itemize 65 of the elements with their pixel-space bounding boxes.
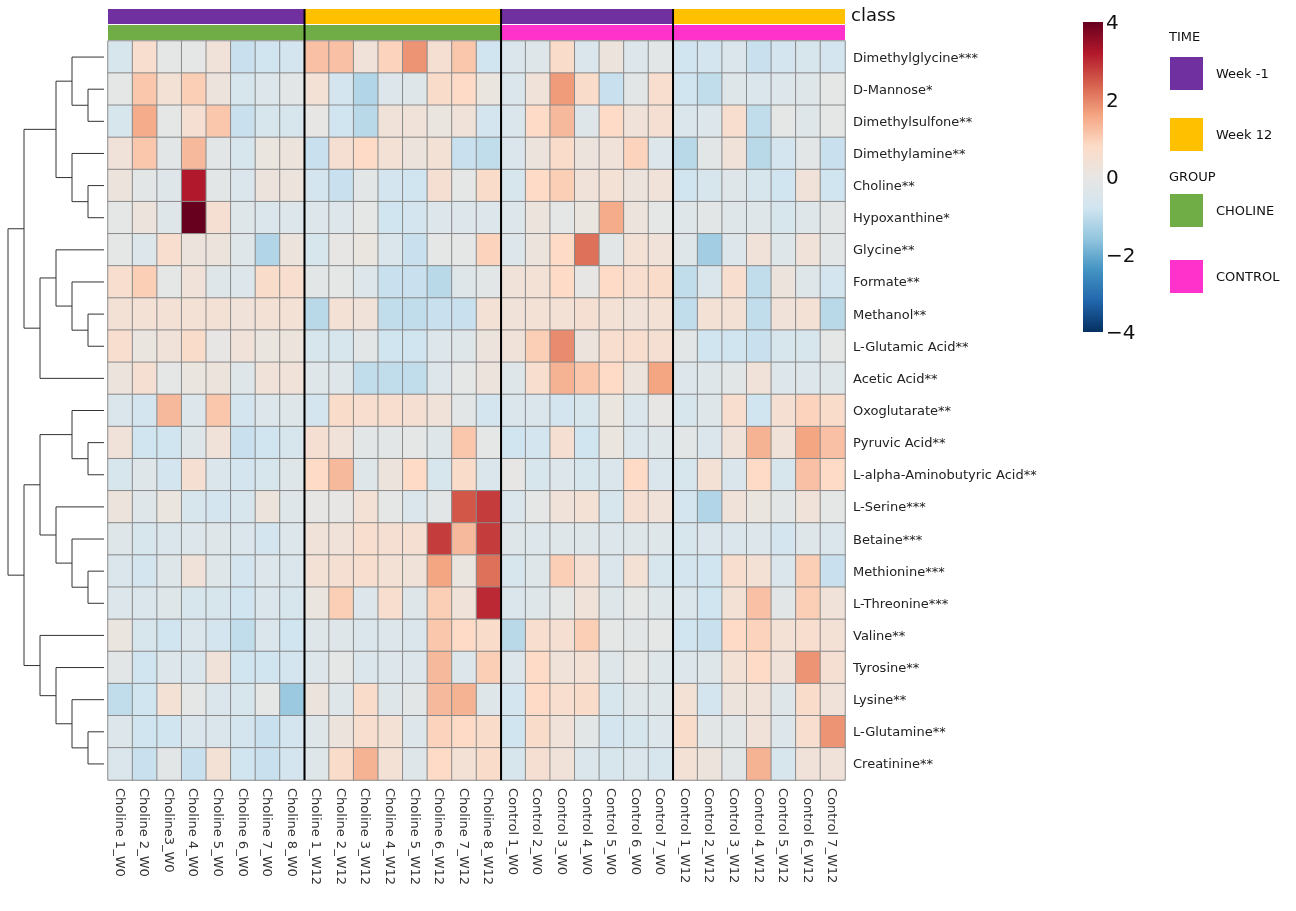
x-tick-label: Choline 5_W0	[211, 788, 227, 877]
text: Week -1	[1216, 65, 1269, 81]
x-tick-label: Control 7_W0	[653, 788, 669, 876]
y-tick-label: Oxoglutarate**	[853, 403, 952, 418]
y-tick-label: D-Mannose*	[853, 81, 934, 97]
text: Week 12	[1216, 126, 1273, 142]
y-tick-label: Hypoxanthine*	[853, 210, 951, 226]
x-tick-label: Choline 2_W12	[333, 788, 349, 886]
y-tick-label: Dimethylsulfone**	[853, 113, 973, 129]
color-bar-label: 0	[1106, 165, 1119, 189]
y-tick-label: L-Serine***	[853, 499, 927, 515]
color-bar-label: −2	[1106, 242, 1136, 267]
x-tick-label: Choline 1_W12	[309, 788, 325, 886]
x-tick-label: Control 6_W12	[800, 788, 816, 884]
x-tick-label: Control 3_W0	[554, 788, 570, 876]
y-tick-label: Tyrosine**	[852, 660, 920, 676]
x-tick-label: Control 2_W0	[530, 788, 546, 876]
x-tick-label: Choline 7_W12	[456, 788, 472, 886]
y-tick-label: Choline**	[853, 178, 916, 194]
x-tick-label: Control 6_W0	[628, 788, 644, 876]
x-tick-label: Choline 6_W12	[432, 788, 448, 886]
y-tick-label: Dimethylglycine***	[853, 49, 979, 65]
x-tick-label: Choline 5_W12	[407, 788, 423, 886]
y-tick-label: L-Threonine***	[853, 595, 949, 611]
text: GROUP	[1169, 169, 1216, 184]
x-tick-label: Control 2_W12	[702, 788, 718, 884]
x-tick-label: Control 5_W12	[776, 788, 792, 884]
x-tick-label: Choline 8_W0	[284, 788, 300, 877]
y-tick-label: Methanol**	[853, 306, 927, 322]
text: TIME	[1168, 29, 1201, 44]
x-tick-label: Control 1_W12	[677, 788, 693, 884]
y-tick-label: Acetic Acid**	[853, 370, 938, 386]
y-tick-label: Lysine**	[853, 692, 907, 708]
y-tick-label: L-Glutamic Acid**	[853, 338, 969, 354]
x-tick-label: Choline 4_W0	[186, 788, 202, 877]
y-tick-label: L-Glutamine**	[853, 724, 947, 740]
y-tick-label: Dimethylamine**	[853, 145, 966, 161]
x-tick-label: Choline3_W0	[161, 788, 177, 873]
y-tick-label: Valine**	[853, 627, 906, 643]
y-tick-label: Formate**	[853, 274, 921, 290]
color-bar-label: 2	[1106, 87, 1119, 112]
x-tick-label: Choline 1_W0	[112, 788, 128, 877]
x-tick-label: Choline 2_W0	[137, 788, 153, 877]
y-tick-label: Glycine**	[853, 242, 915, 258]
x-tick-label: Choline 4_W12	[383, 788, 399, 886]
x-tick-label: Control 4_W12	[751, 788, 767, 884]
color-bar-label: −4	[1106, 320, 1136, 344]
x-tick-label: Control 1_W0	[505, 788, 521, 876]
y-tick-label: Methionine***	[853, 563, 946, 579]
text: CONTROL	[1216, 268, 1281, 284]
y-tick-label: L-alpha-Aminobutyric Acid**	[853, 467, 1038, 483]
color-bar-label: 4	[1106, 10, 1119, 34]
x-tick-label: Control 4_W0	[579, 788, 595, 876]
text: class	[851, 3, 896, 25]
x-tick-label: Choline 3_W12	[358, 788, 374, 886]
text: CHOLINE	[1216, 202, 1275, 218]
x-tick-label: Control 5_W0	[604, 788, 620, 876]
y-tick-label: Pyruvic Acid**	[853, 435, 946, 451]
x-tick-label: Choline 6_W0	[235, 788, 251, 877]
x-tick-label: Choline 8_W12	[481, 788, 497, 886]
x-tick-label: Choline 7_W0	[260, 788, 276, 877]
x-tick-label: Control 3_W12	[726, 788, 742, 884]
x-tick-label: Control 7_W12	[825, 788, 841, 884]
y-tick-label: Creatinine**	[853, 756, 934, 772]
y-tick-label: Betaine***	[853, 531, 923, 547]
